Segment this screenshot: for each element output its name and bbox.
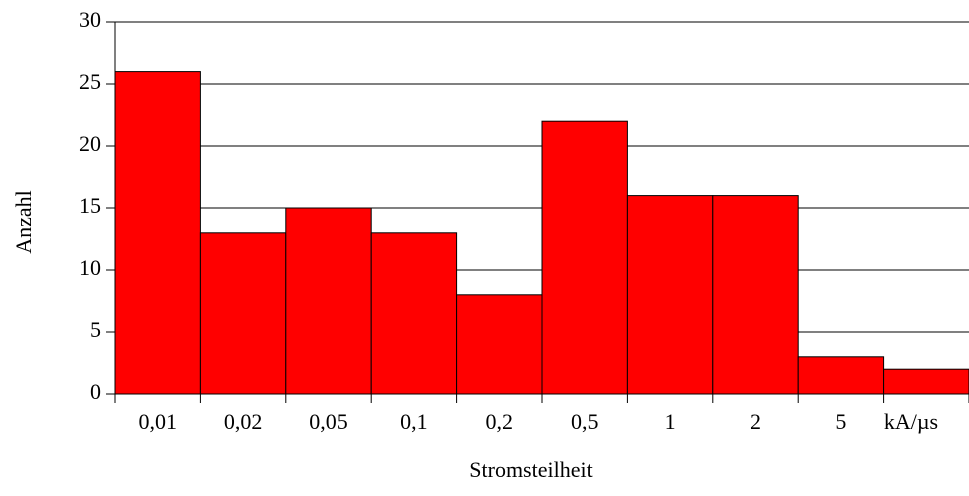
y-tick-label: 20 <box>79 131 101 156</box>
x-axis-ticks: 0,01 0,02 0,05 0,1 0,2 0,5 1 2 5 <box>114 394 969 434</box>
x-tick-label: 0,01 <box>138 409 177 434</box>
x-tick-label: 2 <box>750 409 761 434</box>
y-axis-title: Anzahl <box>11 190 36 254</box>
x-axis-title: Stromsteilheit <box>469 457 592 482</box>
y-tick-label: 15 <box>79 193 101 218</box>
x-tick-label: 5 <box>835 409 846 434</box>
bar-3 <box>285 207 372 395</box>
y-tick-label: 25 <box>79 69 101 94</box>
bar-9 <box>797 356 885 395</box>
x-tick-label: 0,2 <box>486 409 514 434</box>
y-tick-label: 0 <box>90 379 101 404</box>
x-unit-label: kA/µs <box>884 409 938 434</box>
y-axis-ticks: 0 5 10 15 20 25 30 <box>79 7 115 404</box>
bar-6 <box>541 120 628 395</box>
y-tick-label: 10 <box>79 255 101 280</box>
bar-2 <box>199 232 287 395</box>
x-tick-label: 0,02 <box>224 409 263 434</box>
bars <box>114 71 969 395</box>
x-tick-label: 0,1 <box>400 409 428 434</box>
bar-7 <box>626 195 714 395</box>
y-tick-label: 30 <box>79 7 101 32</box>
bar-8 <box>712 195 799 395</box>
y-tick-label: 5 <box>90 317 101 342</box>
bar-1 <box>114 71 201 395</box>
x-tick-label: 0,05 <box>309 409 348 434</box>
x-tick-label: 1 <box>665 409 676 434</box>
x-tick-label: 0,5 <box>571 409 599 434</box>
bar-5 <box>456 294 543 395</box>
bar-10 <box>883 368 969 395</box>
bar-4 <box>370 232 458 395</box>
